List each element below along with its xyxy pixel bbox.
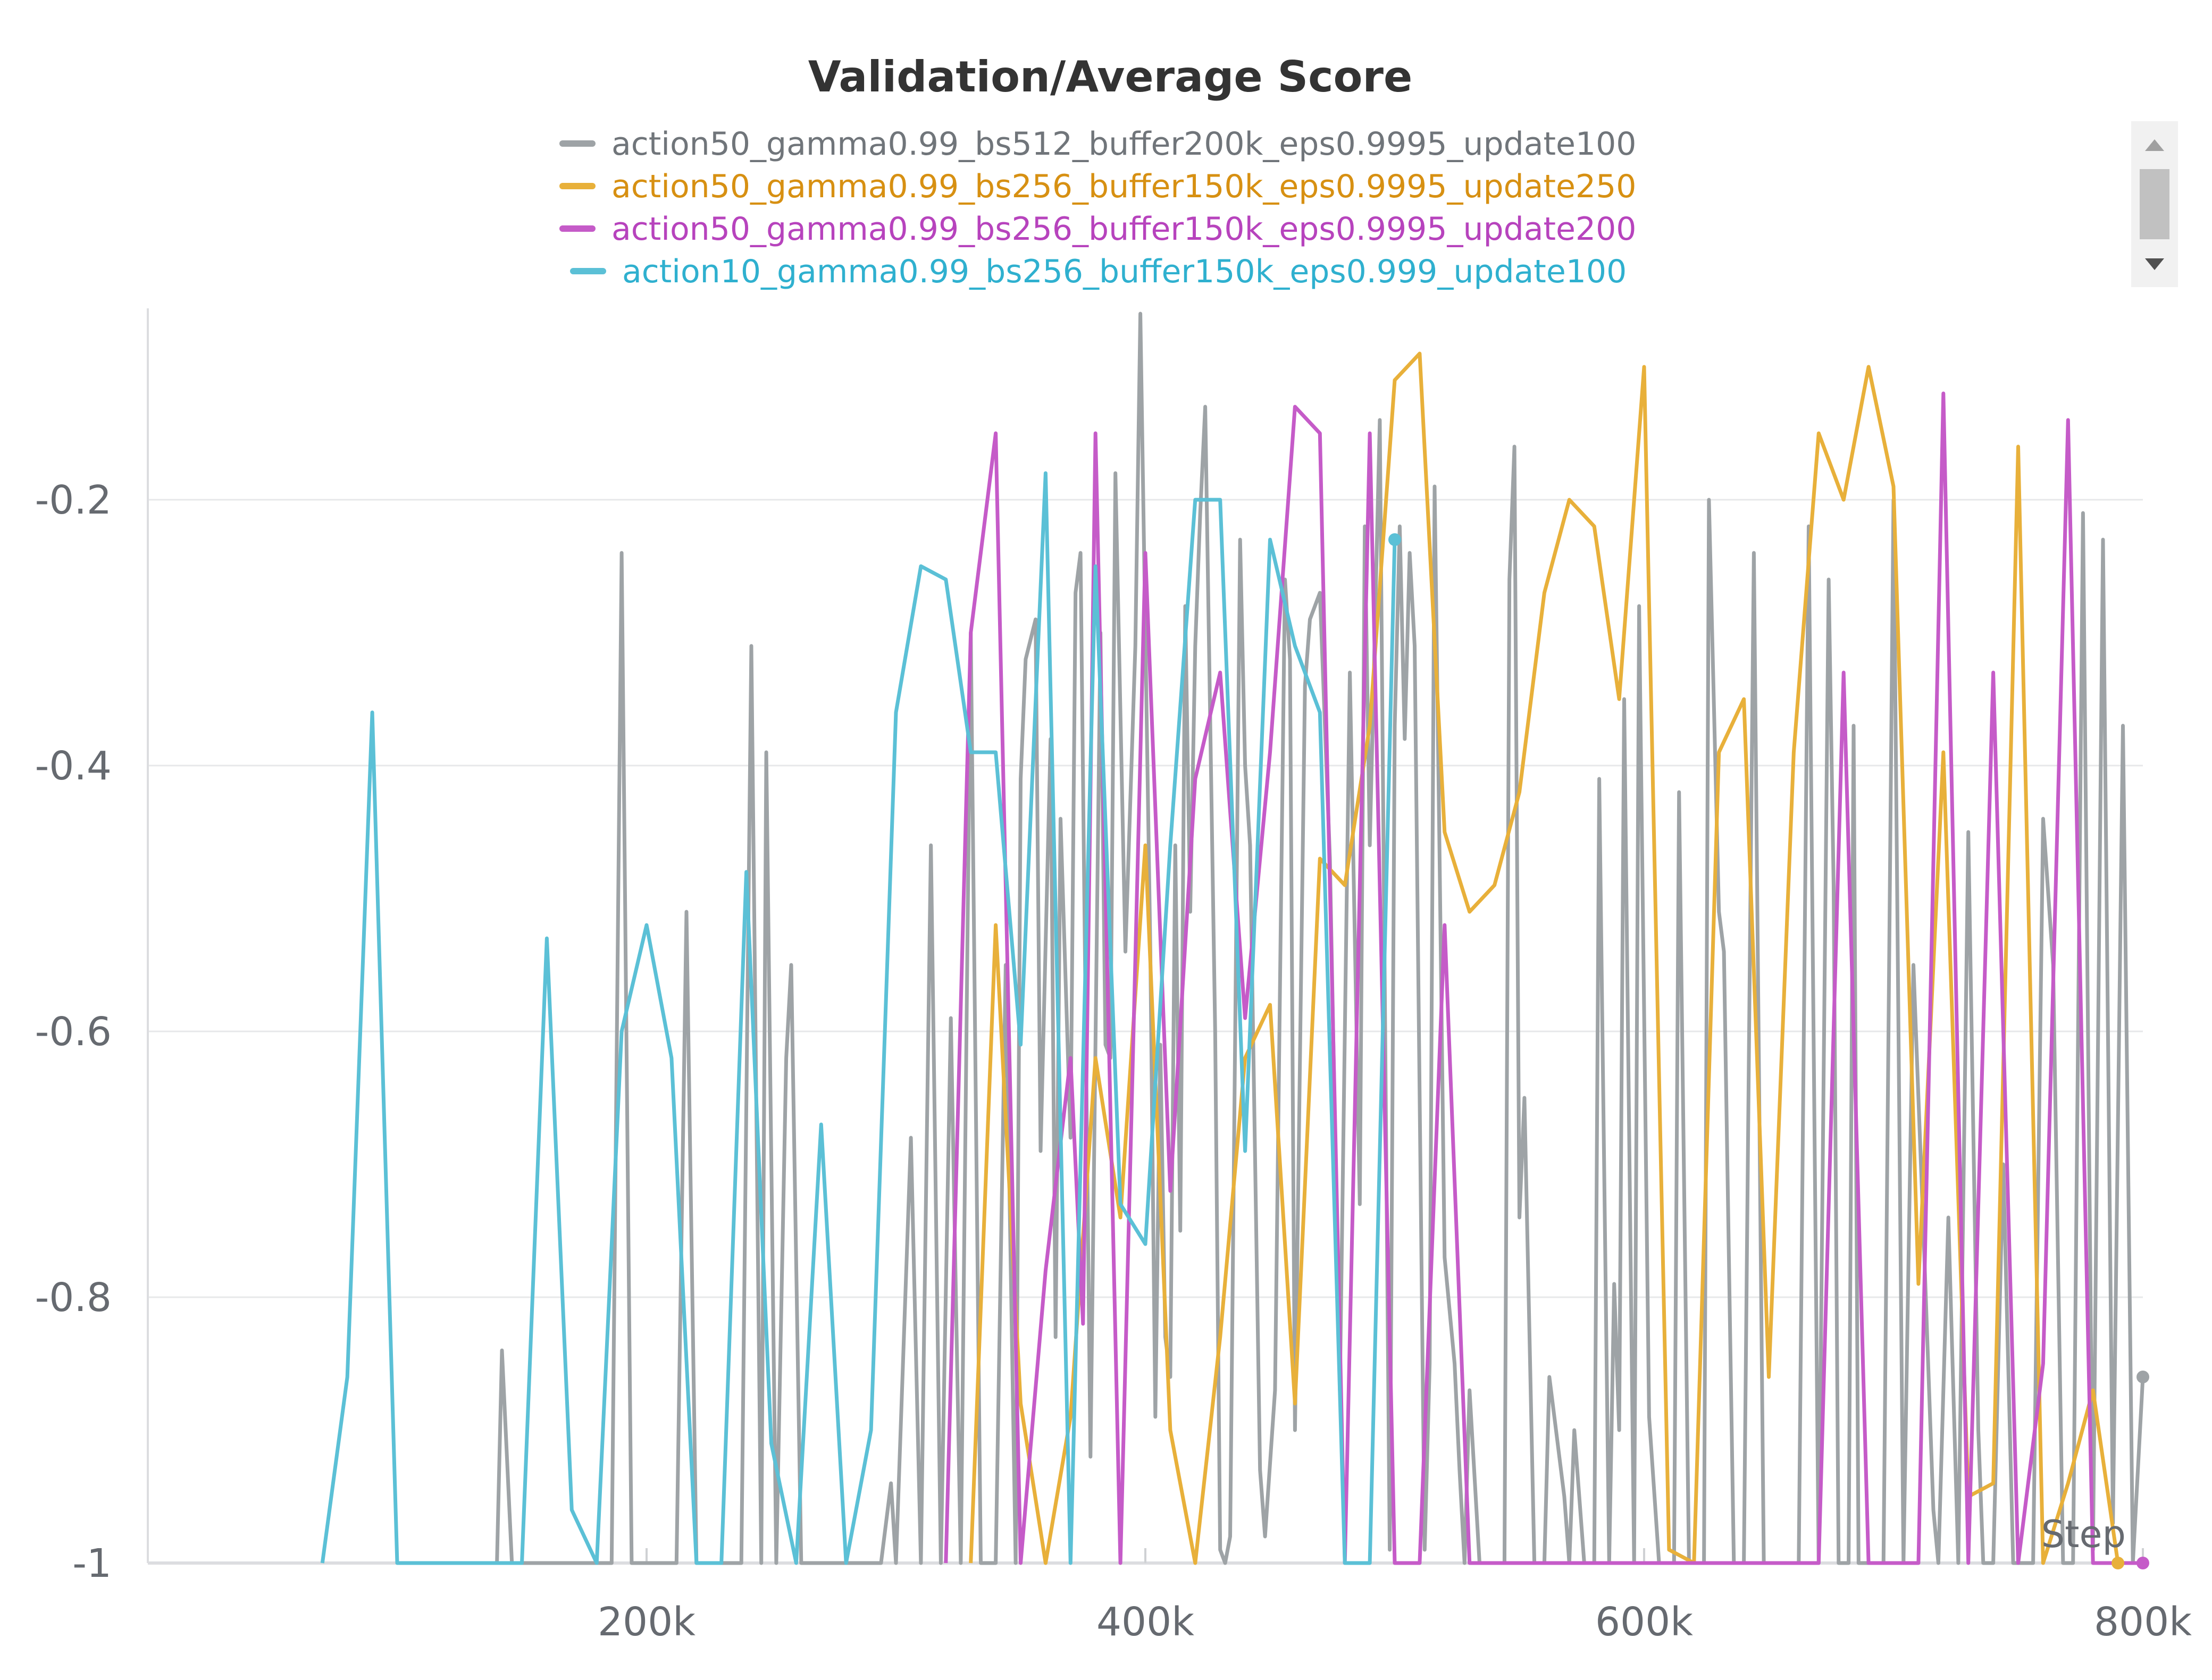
- legend: action50_gamma0.99_bs512_buffer200k_eps0…: [559, 125, 1636, 290]
- x-tick-label: 600k: [1595, 1599, 1693, 1645]
- legend-label: action50_gamma0.99_bs512_buffer200k_eps0…: [611, 125, 1636, 163]
- scroll-up-arrow-icon[interactable]: [2145, 139, 2164, 151]
- x-tick-label: 200k: [598, 1599, 696, 1645]
- series-end-marker: [1388, 533, 1401, 546]
- legend-entry[interactable]: action50_gamma0.99_bs256_buffer150k_eps0…: [559, 211, 1636, 248]
- y-tick-label: -0.8: [35, 1275, 112, 1321]
- legend-entry[interactable]: action10_gamma0.99_bs256_buffer150k_eps0…: [570, 253, 1627, 290]
- series-line-3: [944, 391, 2143, 1565]
- series-end-marker: [2136, 1557, 2149, 1569]
- axes: -1 -0.8 -0.6 -0.4 -0.2 200k 400k 600k 800k: [35, 308, 2192, 1645]
- legend-label: action10_gamma0.99_bs256_buffer150k_eps0…: [622, 253, 1627, 290]
- y-tick-label: -0.2: [35, 477, 112, 523]
- series-end-markers: [1388, 533, 2149, 1569]
- scroll-down-arrow-icon[interactable]: [2145, 258, 2164, 270]
- legend-scrollbar[interactable]: [2131, 121, 2178, 287]
- legend-label: action50_gamma0.99_bs256_buffer150k_eps0…: [611, 168, 1636, 205]
- y-tick-label: -1: [72, 1541, 112, 1586]
- legend-label: action50_gamma0.99_bs256_buffer150k_eps0…: [611, 211, 1636, 248]
- series-end-marker: [2136, 1371, 2149, 1383]
- chart-title: Validation/Average Score: [808, 52, 1412, 102]
- series-line-4: [320, 471, 1397, 1565]
- legend-entry[interactable]: action50_gamma0.99_bs512_buffer200k_eps0…: [559, 125, 1636, 163]
- series-line-1: [495, 312, 2145, 1565]
- series-end-marker: [2112, 1557, 2125, 1569]
- series-lines: [320, 312, 2145, 1565]
- x-tick-label: 800k: [2094, 1599, 2192, 1645]
- y-tick-label: -0.4: [35, 743, 112, 789]
- x-axis-label: Step: [2041, 1513, 2126, 1556]
- scroll-thumb[interactable]: [2140, 169, 2169, 239]
- x-tick-label: 400k: [1096, 1599, 1194, 1645]
- y-tick-label: -0.6: [35, 1009, 112, 1055]
- legend-entry[interactable]: action50_gamma0.99_bs256_buffer150k_eps0…: [559, 168, 1636, 205]
